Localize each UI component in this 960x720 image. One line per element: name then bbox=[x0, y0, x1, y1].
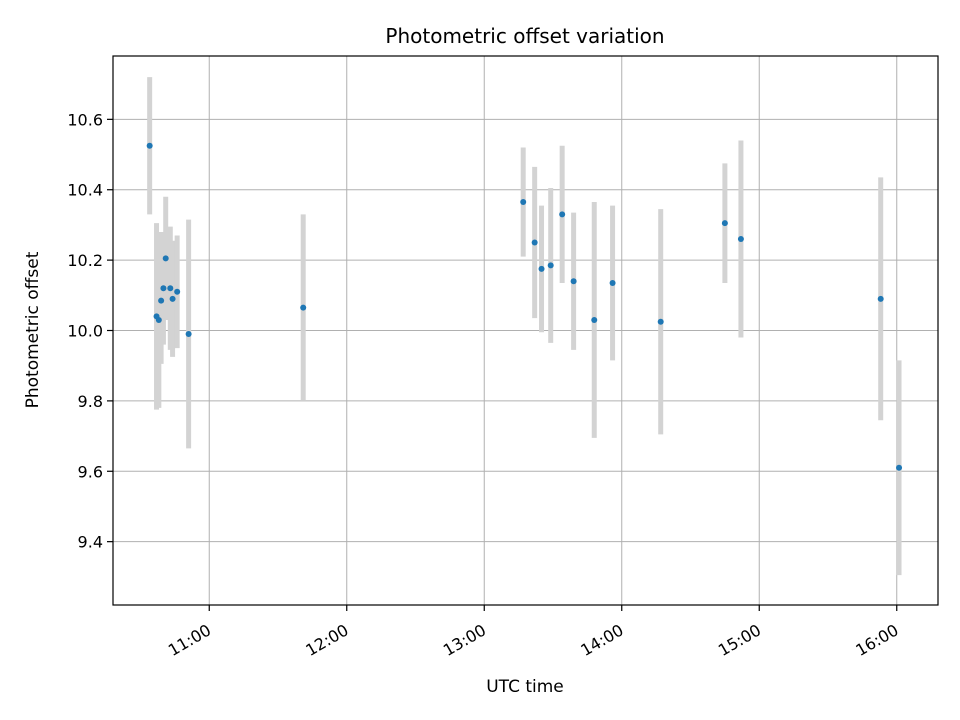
y-tick-label: 10.0 bbox=[67, 322, 103, 341]
data-point bbox=[591, 316, 598, 323]
data-point bbox=[657, 318, 664, 325]
data-point bbox=[896, 464, 903, 471]
data-point bbox=[155, 316, 162, 323]
x-axis-label: UTC time bbox=[486, 677, 564, 697]
y-tick-label: 9.6 bbox=[78, 462, 103, 481]
data-point bbox=[520, 199, 527, 206]
data-point bbox=[538, 265, 545, 272]
data-points bbox=[146, 142, 903, 471]
data-point bbox=[300, 304, 307, 311]
y-tick-label: 10.2 bbox=[67, 251, 103, 270]
data-point bbox=[167, 285, 174, 292]
grid-lines bbox=[113, 56, 938, 605]
data-point bbox=[146, 142, 153, 149]
data-point bbox=[169, 295, 176, 302]
data-point bbox=[737, 236, 744, 242]
chart-title: Photometric offset variation bbox=[385, 24, 664, 48]
y-axis-ticks: 9.4 9.6 9.8 10.0 10.2 10.4 10.6 bbox=[67, 110, 113, 552]
y-tick-label: 10.6 bbox=[67, 110, 103, 129]
data-point bbox=[158, 297, 165, 304]
data-point bbox=[547, 262, 554, 269]
data-point bbox=[174, 288, 181, 295]
data-point bbox=[877, 295, 884, 302]
data-point bbox=[721, 220, 728, 227]
y-tick-label: 9.8 bbox=[78, 392, 103, 411]
data-point bbox=[531, 239, 538, 246]
data-point bbox=[559, 211, 566, 218]
y-tick-label: 10.4 bbox=[67, 181, 103, 200]
data-point bbox=[160, 285, 167, 292]
data-point bbox=[162, 255, 169, 262]
y-tick-label: 9.4 bbox=[78, 533, 103, 552]
data-point bbox=[185, 331, 192, 338]
data-point bbox=[570, 278, 577, 285]
y-axis-label: Photometric offset bbox=[23, 251, 43, 408]
data-point bbox=[609, 279, 616, 286]
